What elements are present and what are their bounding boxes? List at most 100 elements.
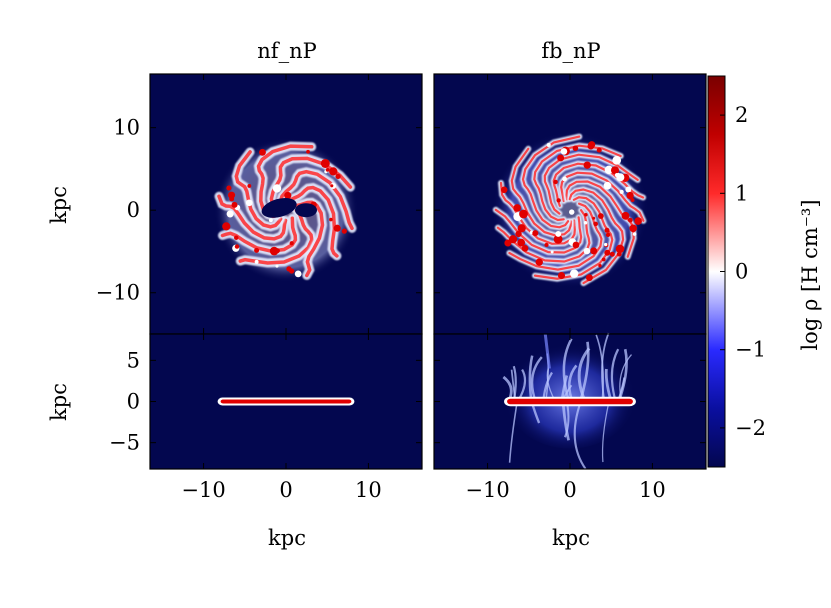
gas-clump [320,158,330,168]
gas-clump [546,142,551,148]
xlabel-left: kpc [268,526,306,550]
x-tick-label: 10 [355,478,382,502]
colorbar-ticks: −2 −1 0 1 2 [720,103,766,440]
gas-clump [557,271,566,280]
gas-clump [555,231,562,237]
central-cavity [261,198,297,218]
gas-clump [583,247,591,255]
gas-clump [616,173,625,182]
gas-clump [245,199,253,207]
gas-clump [519,209,528,219]
spiral-arm-core [494,208,583,254]
gas-clump [587,142,595,150]
gas-clump [598,264,602,268]
gas-clump [544,242,549,248]
colorbar-tick-label: −1 [735,338,766,362]
gas-clump [513,204,522,212]
gas-clump [619,189,624,194]
gas-clump [572,145,579,152]
density-map [502,332,636,470]
gas-clump [222,222,231,231]
x-tick-label: −10 [465,478,509,502]
ylabel-top: kpc [47,186,71,224]
gas-clump [272,184,282,193]
gas-clump [604,165,614,175]
spiral-arm-core [499,181,576,245]
y-tick-label: 0 [127,390,140,414]
gas-clump [289,268,295,274]
gas-clump [560,148,568,155]
density-map [492,132,648,289]
gas-clump [634,217,642,225]
gas-clump [629,224,637,233]
panel-title-left: nf_nP [257,39,316,63]
gas-clump [605,232,611,237]
gas-clump [553,179,558,185]
gas-clump [556,198,561,203]
gas-clump [596,147,602,153]
gas-clump [254,247,260,253]
xlabel-right: kpc [552,526,590,550]
gas-clump [254,259,259,264]
spiral-arm-core [278,169,354,231]
ylabel-bottom: kpc [47,383,71,421]
spiral-arm-core [533,144,622,222]
gas-clump [604,227,610,233]
gas-clump [333,224,341,232]
gas-clump [284,191,292,200]
gas-clump [268,218,273,223]
gas-clump [572,241,580,249]
gas-clump [583,161,591,169]
gas-clump [228,191,236,199]
gas-clump [515,230,522,238]
gas-clump [601,257,606,262]
outflow-filament [508,401,518,463]
gas-clump [521,245,529,252]
gas-clump [562,176,568,182]
gas-clump [517,224,526,233]
gas-clump [583,220,588,225]
panel-nf-faceon [149,73,423,335]
gas-clump [603,181,612,190]
x-tick-label: 0 [279,478,292,502]
gas-clump [234,235,239,240]
gas-clump [226,210,234,218]
gas-clump [226,185,232,191]
gas-clump [294,270,302,278]
spiral-arm-core [543,153,639,215]
colorbar-tick-label: 2 [735,103,748,127]
outflow-filament [577,347,591,403]
gas-clump [592,216,596,220]
gas-clump [569,209,575,215]
spiral-arm-core [521,135,581,229]
outflow-filament [595,334,605,402]
panel-fb-faceon [433,73,707,335]
gas-clump [508,235,518,244]
spiral-arm-core [217,194,288,241]
spiral-arm-core [220,216,298,253]
gas-clump [612,155,622,165]
colorbar-tick-label: 0 [735,260,748,284]
gas-clump [584,212,588,217]
gas-clump [329,217,333,222]
gas-clump [532,230,539,237]
gas-clump [234,244,240,249]
gas-clump [609,251,615,257]
panel-nf-edgeon [149,333,423,470]
gas-clump [306,149,310,154]
y-tick-label: 5 [127,348,140,372]
gas-clump [610,166,620,175]
outflow-filament [601,401,610,463]
density-map [214,138,358,283]
gas-clump [621,211,630,220]
gas-clump [274,248,280,254]
gas-clump [604,242,608,247]
y-tick-label: 0 [127,198,140,222]
outflow-filament [543,333,551,369]
gas-clump [604,249,611,256]
gas-clump [335,173,341,180]
x-tick-label: 10 [639,478,666,502]
gas-clump [330,184,334,188]
panel-title-right: fb_nP [541,39,600,63]
